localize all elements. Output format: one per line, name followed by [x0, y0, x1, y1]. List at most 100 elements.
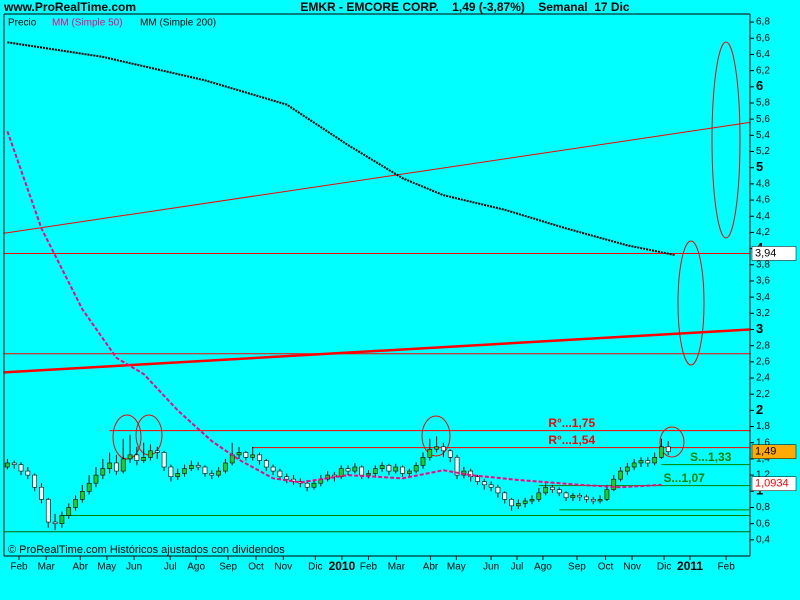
- candle-body: [236, 452, 242, 456]
- candle-body: [454, 457, 460, 476]
- candle-body: [441, 446, 446, 452]
- candle-body: [100, 468, 106, 476]
- candle-body: [665, 446, 671, 452]
- candle-body: [645, 460, 651, 464]
- x-tick-label: Feb: [360, 562, 378, 573]
- candle-body: [250, 454, 256, 458]
- x-tick-label: May: [447, 562, 466, 573]
- x-tick-label: Sep: [219, 562, 237, 573]
- x-tick-label: Mar: [38, 562, 56, 573]
- x-tick-label: 2010: [329, 559, 356, 573]
- y-tick-label: 5,6: [756, 114, 770, 125]
- candle-body: [386, 465, 392, 472]
- candle-body: [556, 489, 562, 494]
- candle-body: [223, 462, 228, 472]
- candle-body: [379, 465, 385, 469]
- candle-body: [584, 496, 589, 500]
- candle-body: [257, 454, 262, 461]
- y-tick-label: 3,8: [756, 259, 770, 270]
- candle-body: [488, 484, 494, 488]
- y-tick-label: 0,8: [756, 502, 770, 513]
- candle-body: [148, 450, 153, 458]
- ellipse: [677, 240, 705, 366]
- x-tick-label: Abr: [423, 562, 439, 573]
- candle-body: [284, 476, 290, 480]
- chart-title: EMKR - EMCORE CORP. 1,49 (-3,87%) Semana…: [300, 0, 630, 14]
- y-tick-label: 6,6: [756, 33, 770, 44]
- candle-body: [597, 499, 603, 502]
- price-label: 1,49: [755, 446, 776, 458]
- y-tick-label: 2,4: [756, 373, 770, 384]
- candle-body: [202, 466, 208, 474]
- annotation: S...1,07: [663, 471, 705, 485]
- candle-body: [52, 521, 58, 524]
- candle-body: [502, 492, 508, 500]
- candle-body: [543, 486, 548, 494]
- y-tick-label: 4,2: [756, 227, 770, 238]
- candle-body: [393, 466, 399, 472]
- candle-body: [243, 452, 249, 458]
- y-tick-label: 3,2: [756, 308, 770, 319]
- candle-body: [427, 448, 433, 458]
- candle-body: [45, 499, 51, 523]
- candle-body: [352, 466, 358, 472]
- candle-body: [625, 466, 630, 472]
- trend-line: [3, 121, 751, 234]
- candle-body: [509, 499, 514, 507]
- candle-body: [475, 476, 480, 482]
- x-tick-label: Mar: [388, 562, 406, 573]
- y-tick-label: 4,8: [756, 179, 770, 190]
- y-tick-label: 2,8: [756, 340, 770, 351]
- legend-entry: Precio: [8, 18, 37, 29]
- x-tick-label: Jul: [164, 562, 177, 573]
- y-tick-label: 2: [756, 402, 763, 417]
- candle-body: [611, 478, 617, 490]
- candle-body: [652, 457, 657, 464]
- candle-body: [495, 486, 501, 494]
- x-tick-label: 2011: [677, 559, 703, 573]
- candle-body: [263, 460, 269, 468]
- candle-body: [366, 473, 371, 476]
- candle-body: [529, 499, 535, 502]
- y-tick-label: 4,4: [756, 211, 770, 222]
- candle-body: [270, 466, 276, 472]
- y-tick-label: 5: [756, 159, 763, 174]
- candle-body: [66, 507, 72, 516]
- y-tick-label: 1,6: [756, 437, 770, 448]
- moving-average: [6, 130, 662, 489]
- candle-body: [107, 462, 112, 469]
- price-label-box: [751, 476, 797, 491]
- y-tick-label: 0,6: [756, 518, 770, 529]
- x-tick-label: Oct: [248, 562, 264, 573]
- candle-body: [311, 482, 317, 488]
- candle-body: [11, 462, 17, 465]
- candle-body: [522, 500, 528, 504]
- y-tick-label: 1,8: [756, 421, 770, 432]
- candle-body: [590, 499, 596, 502]
- moving-average: [7, 41, 676, 257]
- annotation-ellipses: [112, 41, 741, 460]
- candle-body: [168, 466, 174, 478]
- y-tick-label: 5,2: [756, 146, 770, 157]
- y-tick-label: 6,4: [756, 49, 770, 60]
- candle-body: [604, 489, 610, 500]
- candle-body: [18, 464, 24, 472]
- ellipse: [659, 426, 685, 458]
- x-tick-label: Jul: [511, 562, 524, 573]
- candle-body: [618, 470, 623, 480]
- y-tick-label: 1,2: [756, 470, 770, 481]
- candle-body: [536, 492, 542, 500]
- candle-body: [114, 462, 119, 472]
- candle-body: [481, 481, 487, 486]
- x-tick-label: Nov: [274, 562, 292, 573]
- candle-body: [80, 490, 85, 500]
- y-tick-label: 2,2: [756, 389, 770, 400]
- y-tick-label: 2,6: [756, 356, 770, 367]
- x-tick-label: Oct: [598, 562, 614, 573]
- candle-body: [407, 470, 412, 474]
- y-tick-label: 6,8: [756, 17, 770, 28]
- y-tick-label: 0,4: [756, 534, 770, 545]
- y-tick-label: 3,6: [756, 276, 770, 287]
- y-tick-label: 1,4: [756, 454, 770, 465]
